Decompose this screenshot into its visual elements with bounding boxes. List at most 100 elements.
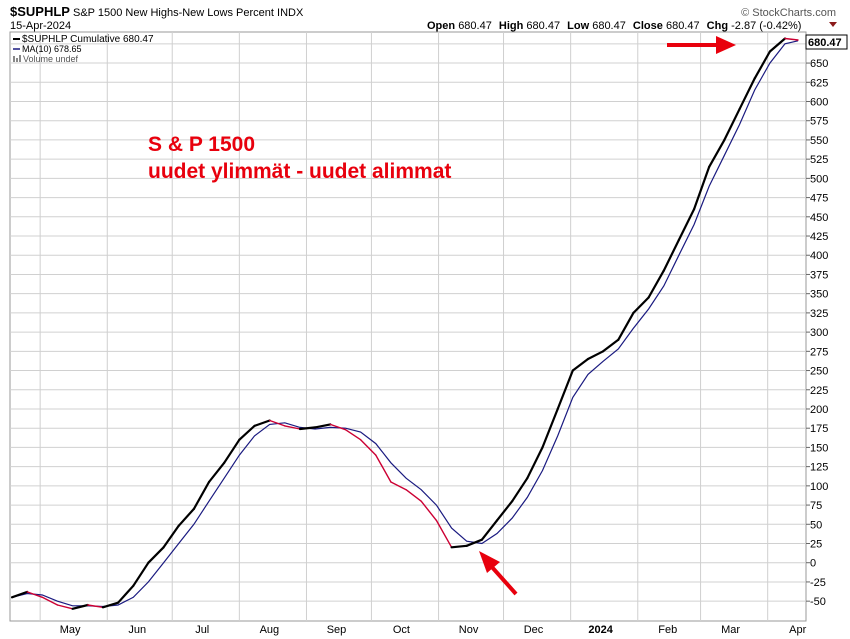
high-label: High <box>499 20 524 32</box>
series-price-segment <box>253 419 271 427</box>
series-price-segment <box>601 338 620 353</box>
series-price-segment <box>541 407 559 449</box>
series-price-segment <box>753 50 772 80</box>
y-tick-label: 525 <box>810 154 828 166</box>
series-price-segment <box>738 77 756 111</box>
series-price-segment <box>192 480 211 510</box>
low-label: Low <box>567 20 589 32</box>
series-price-segment <box>480 519 499 541</box>
volume-icon <box>13 55 21 62</box>
y-tick-label: 200 <box>810 404 828 416</box>
y-tick-label: 100 <box>810 481 828 493</box>
grid <box>10 32 806 621</box>
arrow-right-icon <box>667 36 736 54</box>
series-price-segment <box>41 596 59 606</box>
series-price-segment <box>556 369 574 411</box>
series-price-segment <box>344 429 362 441</box>
series-price-segment <box>238 424 256 441</box>
series-price-segment <box>26 591 43 598</box>
source-label: © StockCharts.com <box>741 7 836 19</box>
series-price-segment <box>617 311 635 341</box>
legend-item-ma: MA(10) 678.65 <box>22 44 82 54</box>
series-price-segment <box>177 507 195 527</box>
open-label: Open <box>427 20 455 32</box>
series-price-segment <box>329 423 347 431</box>
y-tick-label: 625 <box>810 77 828 89</box>
symbol-label: $SUPHLP <box>10 4 70 19</box>
exchange-text: INDX <box>277 7 304 19</box>
series-price-segment <box>768 37 787 53</box>
y-tick-label: 650 <box>810 58 828 70</box>
y-tick-label: 500 <box>810 173 828 185</box>
x-tick-label: Apr <box>789 624 806 636</box>
y-tick-label: 250 <box>810 366 828 378</box>
y-tick-label: 75 <box>810 500 822 512</box>
quote-line: Open 680.47 High 680.47 Low 680.47 Close… <box>427 20 801 32</box>
series-price-segment <box>10 590 29 599</box>
series-price-segment <box>723 108 741 141</box>
open-value: 680.47 <box>458 20 492 32</box>
series-ma10-line <box>11 40 799 608</box>
series-price-segment <box>526 446 544 480</box>
series-price-segment <box>375 454 392 483</box>
low-value: 680.47 <box>592 20 626 32</box>
x-tick-label: Feb <box>658 624 677 636</box>
x-tick-label: Jun <box>128 624 146 636</box>
series-price-segment <box>87 604 104 608</box>
series-price-segment <box>101 601 120 609</box>
series-price-segment <box>359 439 377 456</box>
annotation-subtitle: uudet ylimmät - uudet alimmat <box>148 160 451 183</box>
y-tick-label: 50 <box>810 519 822 531</box>
series-price-segment <box>495 500 514 522</box>
series-price-segment <box>586 350 605 361</box>
y-tick-label: 350 <box>810 289 828 301</box>
y-tick-label: -50 <box>810 596 826 608</box>
x-tick-label: Oct <box>393 624 410 636</box>
y-tick-label: -25 <box>810 577 826 589</box>
close-value: 680.47 <box>666 20 700 32</box>
series-price-segment <box>223 438 241 464</box>
x-tick-label: Jul <box>195 624 209 636</box>
series-price-segment <box>450 544 468 549</box>
annotation-title: S & P 1500 <box>148 133 255 156</box>
series-price-segment <box>132 561 150 587</box>
y-tick-label: 175 <box>810 423 828 435</box>
y-tick-label: 475 <box>810 193 828 205</box>
chg-down-icon <box>829 22 837 27</box>
legend: $SUPHLP Cumulative 680.47 MA(10) 678.65 … <box>13 34 154 64</box>
x-tick-label: Dec <box>524 624 544 636</box>
arrow-up-left-icon <box>479 551 518 596</box>
series-price-segment <box>632 296 650 314</box>
description-text: S&P 1500 New Highs-New Lows Percent <box>73 7 274 19</box>
series-price-segment <box>784 37 799 41</box>
series-price-segment <box>465 538 483 547</box>
y-tick-label: 575 <box>810 116 828 128</box>
y-tick-label: 325 <box>810 308 828 320</box>
x-axis: May Jun Jul Aug Sep Oct Nov Dec 2024 Feb Mar Apr <box>60 624 807 636</box>
series-price-segment <box>390 481 407 491</box>
chg-value: -2.87 (-0.42%) <box>731 20 801 32</box>
chg-label: Chg <box>707 20 728 32</box>
series-price-segment <box>207 461 226 484</box>
x-tick-label: Aug <box>260 624 280 636</box>
plot-area <box>9 31 807 622</box>
series-price-segment <box>435 519 453 548</box>
close-label: Close <box>633 20 663 32</box>
series-price-segment <box>298 426 317 431</box>
series-price-segment <box>511 477 529 503</box>
series-price-segment <box>147 546 165 564</box>
high-value: 680.47 <box>526 20 560 32</box>
last-value-label: 680.47 <box>808 37 842 49</box>
y-tick-label: 225 <box>810 385 828 397</box>
y-tick-label: 125 <box>810 462 828 474</box>
y-tick-label: 600 <box>810 96 828 108</box>
series-price-segment <box>647 269 665 299</box>
last-value-badge: 680.47 <box>805 34 848 50</box>
y-tick-label: 550 <box>810 135 828 147</box>
series-price-segment <box>405 489 422 502</box>
series-price-segment <box>56 604 74 610</box>
legend-item-price: $SUPHLP Cumulative 680.47 <box>22 34 154 45</box>
series-price-segment <box>708 138 726 168</box>
series-price-segment <box>116 584 135 604</box>
